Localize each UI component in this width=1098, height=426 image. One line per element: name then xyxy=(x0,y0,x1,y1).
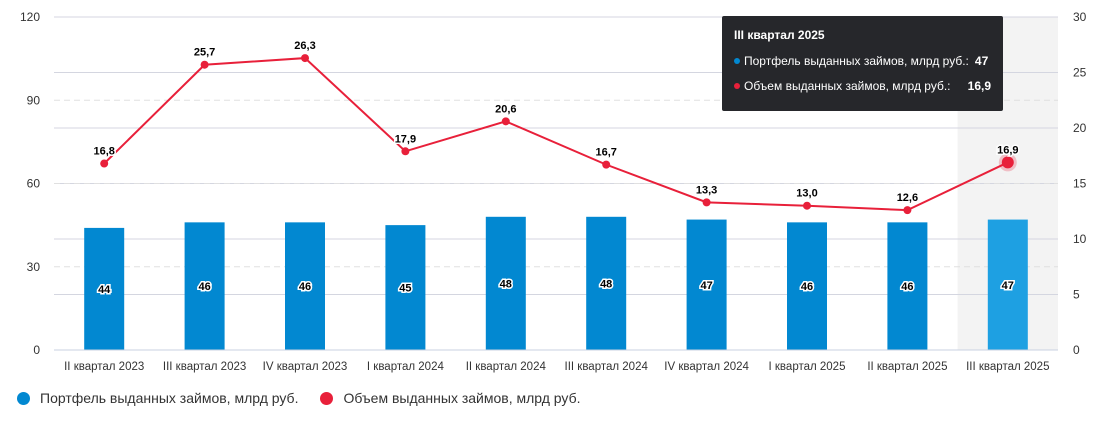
tooltip-title: III квартал 2025 xyxy=(734,28,825,42)
right-axis-tick: 30 xyxy=(1073,10,1087,24)
line-point xyxy=(903,206,912,215)
x-axis-label: II квартал 2024 xyxy=(466,361,547,373)
bar-data-label: 48 xyxy=(600,278,612,290)
bar xyxy=(84,227,125,350)
bar-data-label: 47 xyxy=(700,280,712,292)
line-point xyxy=(301,54,309,63)
left-axis-tick: 0 xyxy=(33,343,40,357)
series-line xyxy=(103,57,1009,212)
left-axis-tick: 120 xyxy=(20,10,40,24)
line-point xyxy=(803,201,811,210)
tooltip-value: 16,9 xyxy=(967,79,991,93)
legend-item-volume[interactable]: Объем выданных займов, млрд руб. xyxy=(320,390,581,406)
bar-data-label: 48 xyxy=(500,278,512,290)
left-axis-tick: 60 xyxy=(27,177,41,191)
tooltip-label: Объем выданных займов, млрд руб.: xyxy=(744,79,951,93)
right-axis-tick: 25 xyxy=(1073,66,1087,80)
bar-data-label: 47 xyxy=(1002,280,1014,292)
right-axis-tick: 0 xyxy=(1073,343,1080,357)
x-axis-label: II квартал 2025 xyxy=(867,361,947,373)
bar xyxy=(285,222,325,350)
x-axis-label: I квартал 2025 xyxy=(769,361,846,373)
right-axis-tick: 15 xyxy=(1073,177,1087,191)
right-axis-tick: 5 xyxy=(1073,288,1080,302)
line-point xyxy=(100,159,109,168)
legend: Портфель выданных займов, млрд руб. Объе… xyxy=(17,390,603,406)
line-point xyxy=(1001,156,1014,169)
line-data-label: 20,6 xyxy=(495,103,516,115)
bar xyxy=(485,216,526,350)
line-data-label: 16,9 xyxy=(997,144,1018,156)
left-axis-tick: 30 xyxy=(27,260,41,274)
line-data-label: 12,6 xyxy=(897,192,918,204)
line-data-label: 17,9 xyxy=(395,133,416,145)
red-dot-icon xyxy=(734,83,740,89)
x-axis-label: IV квартал 2024 xyxy=(664,361,749,373)
right-axis-tick: 20 xyxy=(1073,121,1087,135)
line-point xyxy=(200,60,209,69)
line-data-label: 13,3 xyxy=(696,184,717,196)
blue-dot-icon xyxy=(734,58,740,64)
bar xyxy=(586,216,627,350)
line-point xyxy=(702,198,711,207)
bar-data-label: 46 xyxy=(801,281,813,293)
x-axis-label: I квартал 2024 xyxy=(367,361,445,373)
blue-dot-icon xyxy=(17,391,30,405)
x-axis-label: III квартал 2025 xyxy=(966,361,1049,373)
line-data-label: 25,7 xyxy=(194,47,215,59)
tooltip-label: Портфель выданных займов, млрд руб.: xyxy=(744,54,969,68)
legend-label: Портфель выданных займов, млрд руб. xyxy=(40,390,299,406)
left-axis-tick: 90 xyxy=(27,93,41,107)
bar xyxy=(987,219,1028,350)
legend-label: Объем выданных займов, млрд руб. xyxy=(343,390,581,406)
line-data-label: 26,3 xyxy=(294,40,315,52)
line-point xyxy=(401,147,410,156)
bar xyxy=(787,222,827,350)
x-axis-label: II квартал 2023 xyxy=(64,361,144,373)
x-axis-label: IV квартал 2023 xyxy=(263,361,348,373)
bar xyxy=(887,222,928,350)
tooltip-row-volume: Объем выданных займов, млрд руб.: 16,9 xyxy=(734,79,991,93)
bar-data-label: 46 xyxy=(198,281,210,293)
x-axis-label: III квартал 2024 xyxy=(565,361,649,373)
tooltip-value: 47 xyxy=(974,54,989,68)
tooltip-row-portfolio: Портфель выданных займов, млрд руб.: 47 xyxy=(734,54,991,68)
right-axis-tick: 10 xyxy=(1073,232,1087,246)
line-data-label: 13,0 xyxy=(796,188,817,200)
red-dot-icon xyxy=(320,391,334,405)
bar xyxy=(686,219,727,350)
bar-data-label: 44 xyxy=(98,284,111,296)
line-point xyxy=(602,160,611,169)
line-point xyxy=(501,117,510,126)
bar xyxy=(385,225,426,350)
legend-item-portfolio[interactable]: Портфель выданных займов, млрд руб. xyxy=(17,390,298,406)
bar-data-label: 46 xyxy=(901,281,913,293)
x-axis-label: III квартал 2023 xyxy=(163,361,246,373)
line-data-label: 16,8 xyxy=(93,146,114,158)
bar-data-label: 45 xyxy=(399,283,411,295)
tooltip: III квартал 2025 Портфель выданных займо… xyxy=(722,16,1003,111)
line-data-label: 16,7 xyxy=(595,147,616,159)
bar-data-label: 46 xyxy=(299,281,311,293)
bar xyxy=(184,222,225,350)
